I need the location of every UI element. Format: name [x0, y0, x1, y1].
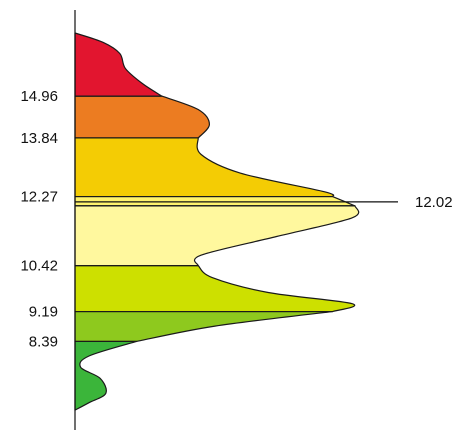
profile-band — [74, 137, 335, 198]
y-tick-label: 14.96 — [20, 88, 58, 105]
profile-bands — [74, 32, 360, 411]
profile-band — [74, 95, 210, 139]
profile-band — [74, 310, 334, 343]
y-tick-labels: 14.96 13.84 12.27 10.42 9.19 8.39 — [20, 88, 58, 350]
annotation-label: 12.02 — [415, 194, 453, 211]
profile-band — [74, 195, 356, 207]
y-tick-label: 10.42 — [20, 258, 58, 275]
profile-band — [74, 205, 360, 267]
y-tick-label: 13.84 — [20, 130, 58, 147]
y-tick-label: 12.27 — [20, 189, 58, 206]
profile-band — [74, 265, 356, 313]
profile-band — [74, 32, 163, 97]
band-dividers — [75, 95, 355, 343]
profile-band — [74, 340, 138, 411]
y-tick-label: 8.39 — [29, 333, 58, 350]
y-tick-label: 9.19 — [29, 304, 58, 321]
